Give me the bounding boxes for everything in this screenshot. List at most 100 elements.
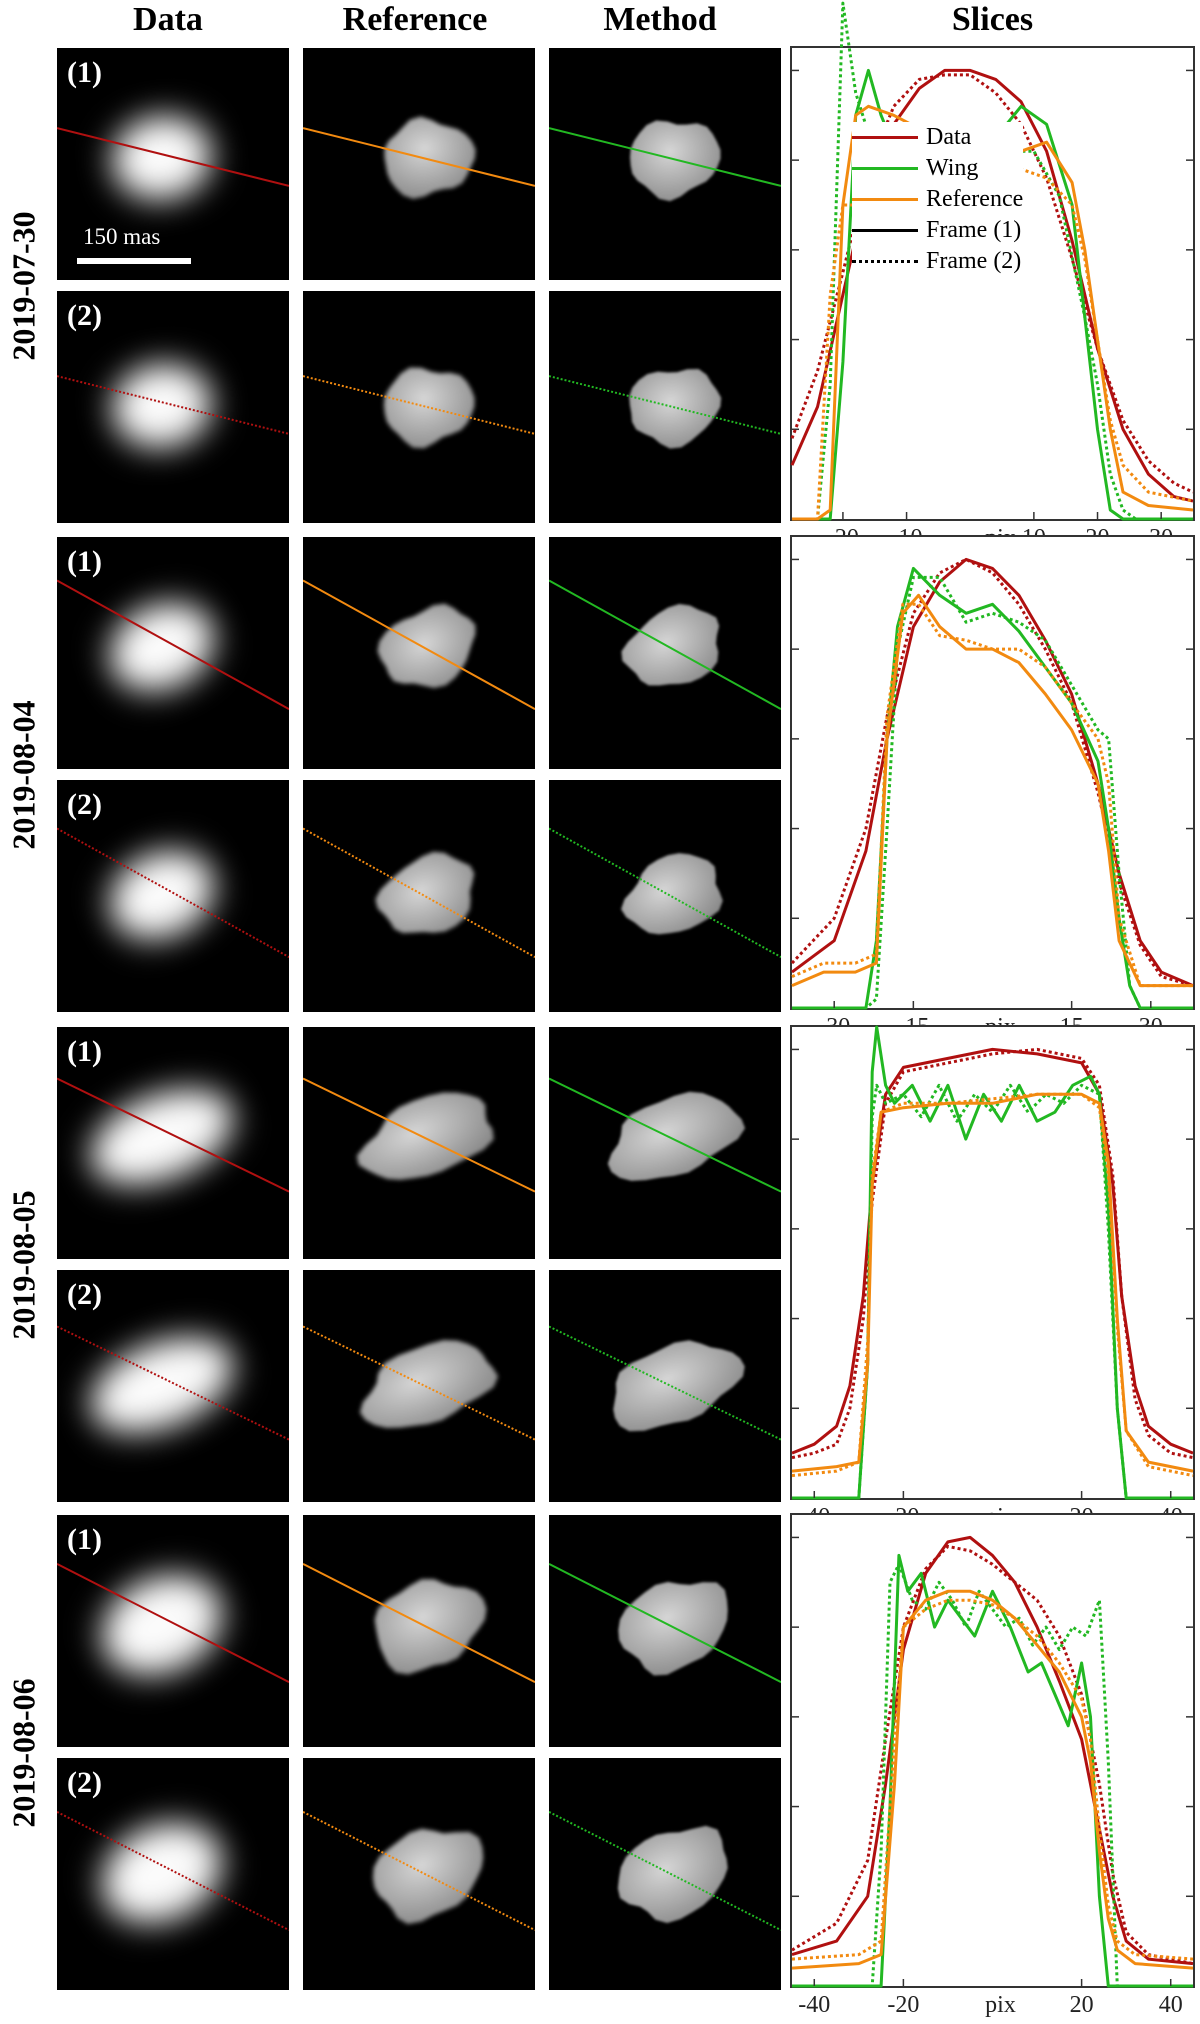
legend-label: Frame (2) bbox=[926, 248, 1022, 274]
reference-panel-frame-2 bbox=[303, 1270, 535, 1502]
legend-swatch bbox=[852, 167, 918, 170]
series-data-frame-1 bbox=[791, 1535, 1194, 1966]
object-image bbox=[303, 1325, 535, 1441]
reference-panel-frame-2 bbox=[303, 1758, 535, 1990]
data-panel-frame-2 bbox=[57, 1270, 289, 1502]
data-panel-frame-2 bbox=[57, 291, 289, 523]
slice-line bbox=[57, 1811, 289, 1931]
data-panel-frame-1 bbox=[57, 537, 289, 769]
object-image bbox=[303, 1077, 535, 1193]
row-date-label: 2019-08-05 bbox=[0, 1027, 48, 1502]
series-data-frame-2 bbox=[791, 1047, 1194, 1460]
slice-line bbox=[57, 1325, 289, 1441]
slice-line bbox=[57, 579, 289, 710]
object-image bbox=[549, 1563, 781, 1683]
object-image bbox=[549, 1811, 781, 1931]
object-image bbox=[303, 827, 535, 958]
slice-line bbox=[303, 1325, 535, 1441]
method-panel-frame-1 bbox=[549, 537, 781, 769]
reference-panel-frame-2 bbox=[303, 291, 535, 523]
series-wing-frame-2 bbox=[792, 1083, 1193, 1500]
frame-label: (1) bbox=[67, 56, 102, 89]
slice-line bbox=[549, 1811, 781, 1931]
object-blob bbox=[384, 116, 476, 200]
series-reference-frame-1 bbox=[791, 1589, 1194, 1970]
object-image bbox=[303, 367, 535, 449]
date-text: 2019-07-30 bbox=[5, 210, 42, 361]
slice-line bbox=[57, 127, 289, 187]
object-image bbox=[549, 369, 781, 449]
data-panel-frame-2 bbox=[57, 1758, 289, 1990]
frame-label: (2) bbox=[67, 299, 102, 332]
method-panel-frame-1 bbox=[549, 48, 781, 280]
scale-bar bbox=[77, 258, 191, 264]
slice-line bbox=[303, 127, 535, 187]
legend-item: Frame (1) bbox=[852, 215, 1023, 246]
row-date-label: 2019-08-04 bbox=[0, 537, 48, 1012]
object-blob bbox=[112, 115, 212, 201]
object-image bbox=[303, 1563, 535, 1683]
series-wing-frame-2 bbox=[792, 1, 1193, 521]
object-blob bbox=[101, 1574, 223, 1676]
series-data-frame-2 bbox=[791, 1544, 1194, 1966]
row-date-label: 2019-08-06 bbox=[0, 1515, 48, 1990]
column-header-method: Method bbox=[603, 1, 717, 38]
object-blob bbox=[375, 851, 475, 934]
series-reference-frame-1 bbox=[791, 593, 1193, 988]
object-blob bbox=[90, 1336, 234, 1434]
slice-plot-canvas bbox=[790, 535, 1195, 1010]
object-image bbox=[57, 579, 289, 710]
object-image bbox=[57, 1077, 289, 1193]
frame-label: (2) bbox=[67, 1278, 102, 1311]
object-image bbox=[549, 1077, 781, 1193]
object-image bbox=[549, 827, 781, 958]
object-blob bbox=[109, 850, 215, 940]
frame-label: (1) bbox=[67, 1035, 102, 1068]
object-blob bbox=[109, 602, 215, 692]
legend-swatch bbox=[852, 229, 918, 232]
slice-line bbox=[57, 827, 289, 958]
slice-line bbox=[303, 1811, 535, 1931]
x-tick-label: -40 bbox=[798, 1992, 831, 2018]
column-header-data: Data bbox=[133, 1, 203, 38]
series-data-frame-1 bbox=[791, 1047, 1194, 1455]
series-reference-frame-2 bbox=[791, 602, 1193, 988]
slice-plot-2019-07-30: -20-10pix102030DataWingReferenceFrame (1… bbox=[790, 1, 1195, 557]
legend: Data Wing Reference Frame (1) Frame (2) bbox=[852, 122, 1024, 277]
series-wing-frame-2 bbox=[792, 575, 1193, 1010]
data-panel-frame-2 bbox=[57, 780, 289, 1012]
object-blob bbox=[621, 603, 720, 686]
object-blob bbox=[112, 363, 212, 449]
object-blob bbox=[607, 1091, 746, 1181]
object-image bbox=[303, 116, 535, 200]
legend-swatch bbox=[852, 260, 918, 263]
legend-label: Reference bbox=[926, 186, 1024, 212]
object-blob bbox=[90, 1088, 234, 1186]
x-tick-label: 40 bbox=[1158, 1992, 1183, 2018]
object-image bbox=[549, 1325, 781, 1441]
date-text: 2019-08-06 bbox=[5, 1677, 42, 1828]
legend-item: Wing bbox=[852, 153, 1023, 184]
x-tick-label: -20 bbox=[887, 1992, 920, 2018]
slice-line bbox=[303, 827, 535, 958]
object-blob bbox=[618, 1581, 728, 1676]
series-wing-frame-1 bbox=[792, 1553, 1193, 1988]
legend-label: Wing bbox=[926, 155, 979, 181]
date-text: 2019-08-04 bbox=[5, 699, 42, 850]
object-blob bbox=[372, 1828, 484, 1925]
frame-label: (1) bbox=[67, 1523, 102, 1556]
series-data-frame-1 bbox=[791, 557, 1194, 987]
slice-line bbox=[303, 1077, 535, 1193]
method-panel-frame-1 bbox=[549, 1027, 781, 1259]
x-axis-label: pix bbox=[985, 1992, 1016, 2018]
reference-panel-frame-1 bbox=[303, 1027, 535, 1259]
object-image bbox=[57, 1325, 289, 1441]
slice-line bbox=[303, 1563, 535, 1683]
scale-bar-label: 150 mas bbox=[83, 224, 161, 249]
slice-plot-2019-08-04: -30-15pix1530 bbox=[790, 535, 1195, 1046]
object-image bbox=[57, 363, 289, 449]
object-image bbox=[549, 120, 781, 202]
frame-label: (2) bbox=[67, 788, 102, 821]
slice-line bbox=[57, 1563, 289, 1683]
